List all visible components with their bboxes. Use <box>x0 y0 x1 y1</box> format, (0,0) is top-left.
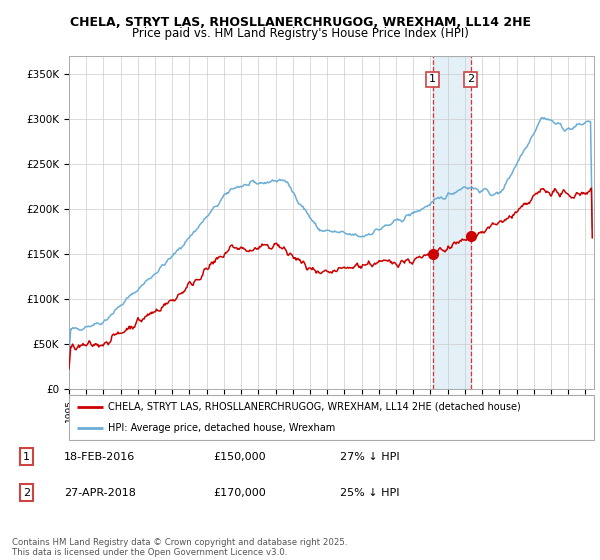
Text: HPI: Average price, detached house, Wrexham: HPI: Average price, detached house, Wrex… <box>109 422 335 432</box>
Text: 1: 1 <box>429 74 436 85</box>
Bar <box>433 56 470 389</box>
Text: Contains HM Land Registry data © Crown copyright and database right 2025.
This d: Contains HM Land Registry data © Crown c… <box>12 538 347 557</box>
Text: 27% ↓ HPI: 27% ↓ HPI <box>340 451 400 461</box>
Text: £150,000: £150,000 <box>214 451 266 461</box>
Text: £170,000: £170,000 <box>214 488 266 498</box>
Text: 1: 1 <box>23 451 30 461</box>
Text: 2: 2 <box>23 488 30 498</box>
Text: 18-FEB-2016: 18-FEB-2016 <box>64 451 135 461</box>
Text: 25% ↓ HPI: 25% ↓ HPI <box>340 488 400 498</box>
Text: 2: 2 <box>467 74 474 85</box>
FancyBboxPatch shape <box>69 395 594 440</box>
Text: CHELA, STRYT LAS, RHOSLLANERCHRUGOG, WREXHAM, LL14 2HE: CHELA, STRYT LAS, RHOSLLANERCHRUGOG, WRE… <box>70 16 530 29</box>
Text: Price paid vs. HM Land Registry's House Price Index (HPI): Price paid vs. HM Land Registry's House … <box>131 27 469 40</box>
Text: 27-APR-2018: 27-APR-2018 <box>64 488 136 498</box>
Text: CHELA, STRYT LAS, RHOSLLANERCHRUGOG, WREXHAM, LL14 2HE (detached house): CHELA, STRYT LAS, RHOSLLANERCHRUGOG, WRE… <box>109 402 521 412</box>
